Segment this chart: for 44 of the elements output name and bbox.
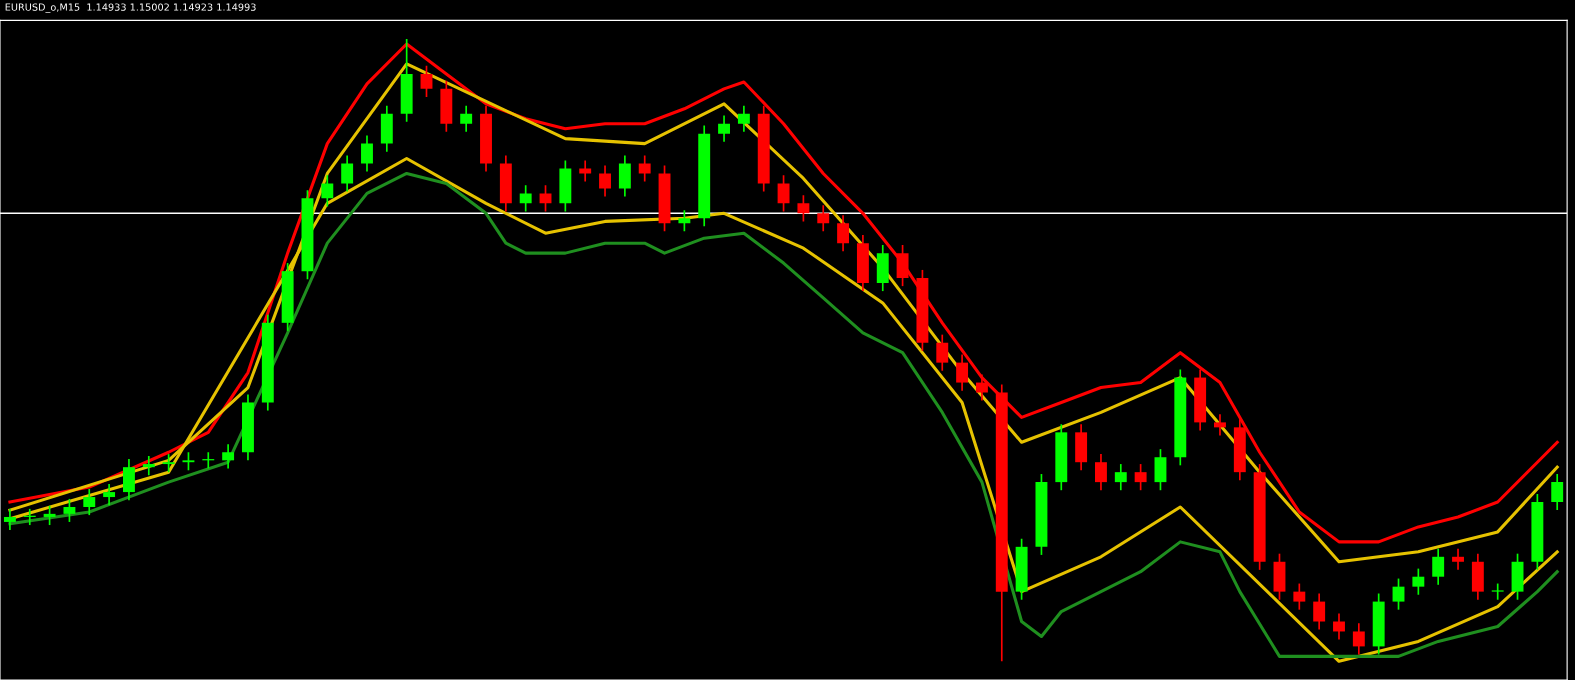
- candlestick: [321, 174, 334, 208]
- candlestick: [737, 104, 750, 133]
- candlestick: [599, 164, 611, 198]
- candlestick: [222, 443, 235, 470]
- candlestick: [817, 204, 830, 233]
- candlestick: [142, 455, 155, 477]
- candlestick: [460, 104, 473, 133]
- candlestick: [1412, 567, 1425, 596]
- candlestick: [420, 64, 433, 98]
- candlestick: [1452, 547, 1464, 571]
- candlestick: [837, 214, 850, 253]
- candlestick: [361, 134, 373, 173]
- candlestick: [1134, 463, 1147, 492]
- candlestick: [678, 209, 691, 233]
- candlestick: [1551, 473, 1564, 511]
- candlestick: [539, 184, 552, 213]
- candlestick: [718, 114, 730, 143]
- candlestick: [1214, 413, 1226, 437]
- candlestick: [3, 508, 16, 531]
- chart-title: EURUSD_o,M15 1.14933 1.15002 1.14923 1.14993: [5, 3, 256, 13]
- candlestick: [63, 498, 76, 523]
- candlestick: [956, 353, 969, 392]
- candlestick: [638, 154, 651, 183]
- candlestick: [1095, 453, 1107, 492]
- candlestick: [1293, 582, 1306, 611]
- candlestick: [519, 184, 532, 213]
- candlestick: [1333, 612, 1345, 641]
- candlestick: [341, 154, 354, 193]
- candlestick: [1491, 582, 1504, 601]
- candlestick: [182, 451, 195, 472]
- candlestick: [777, 174, 790, 213]
- candlestick: [1114, 463, 1127, 492]
- candlestick: [1392, 577, 1405, 611]
- candlestick: [936, 333, 949, 372]
- candlestick: [1352, 622, 1365, 656]
- candlestick: [579, 159, 592, 183]
- candlestick: [797, 194, 810, 223]
- candlestick: [43, 504, 56, 526]
- candlestick: [975, 373, 988, 402]
- candlestick: [83, 488, 96, 516]
- candlestick: [1432, 547, 1445, 586]
- candlestick: [103, 483, 116, 506]
- candlestick: [162, 453, 175, 473]
- candlestick: [1313, 592, 1326, 631]
